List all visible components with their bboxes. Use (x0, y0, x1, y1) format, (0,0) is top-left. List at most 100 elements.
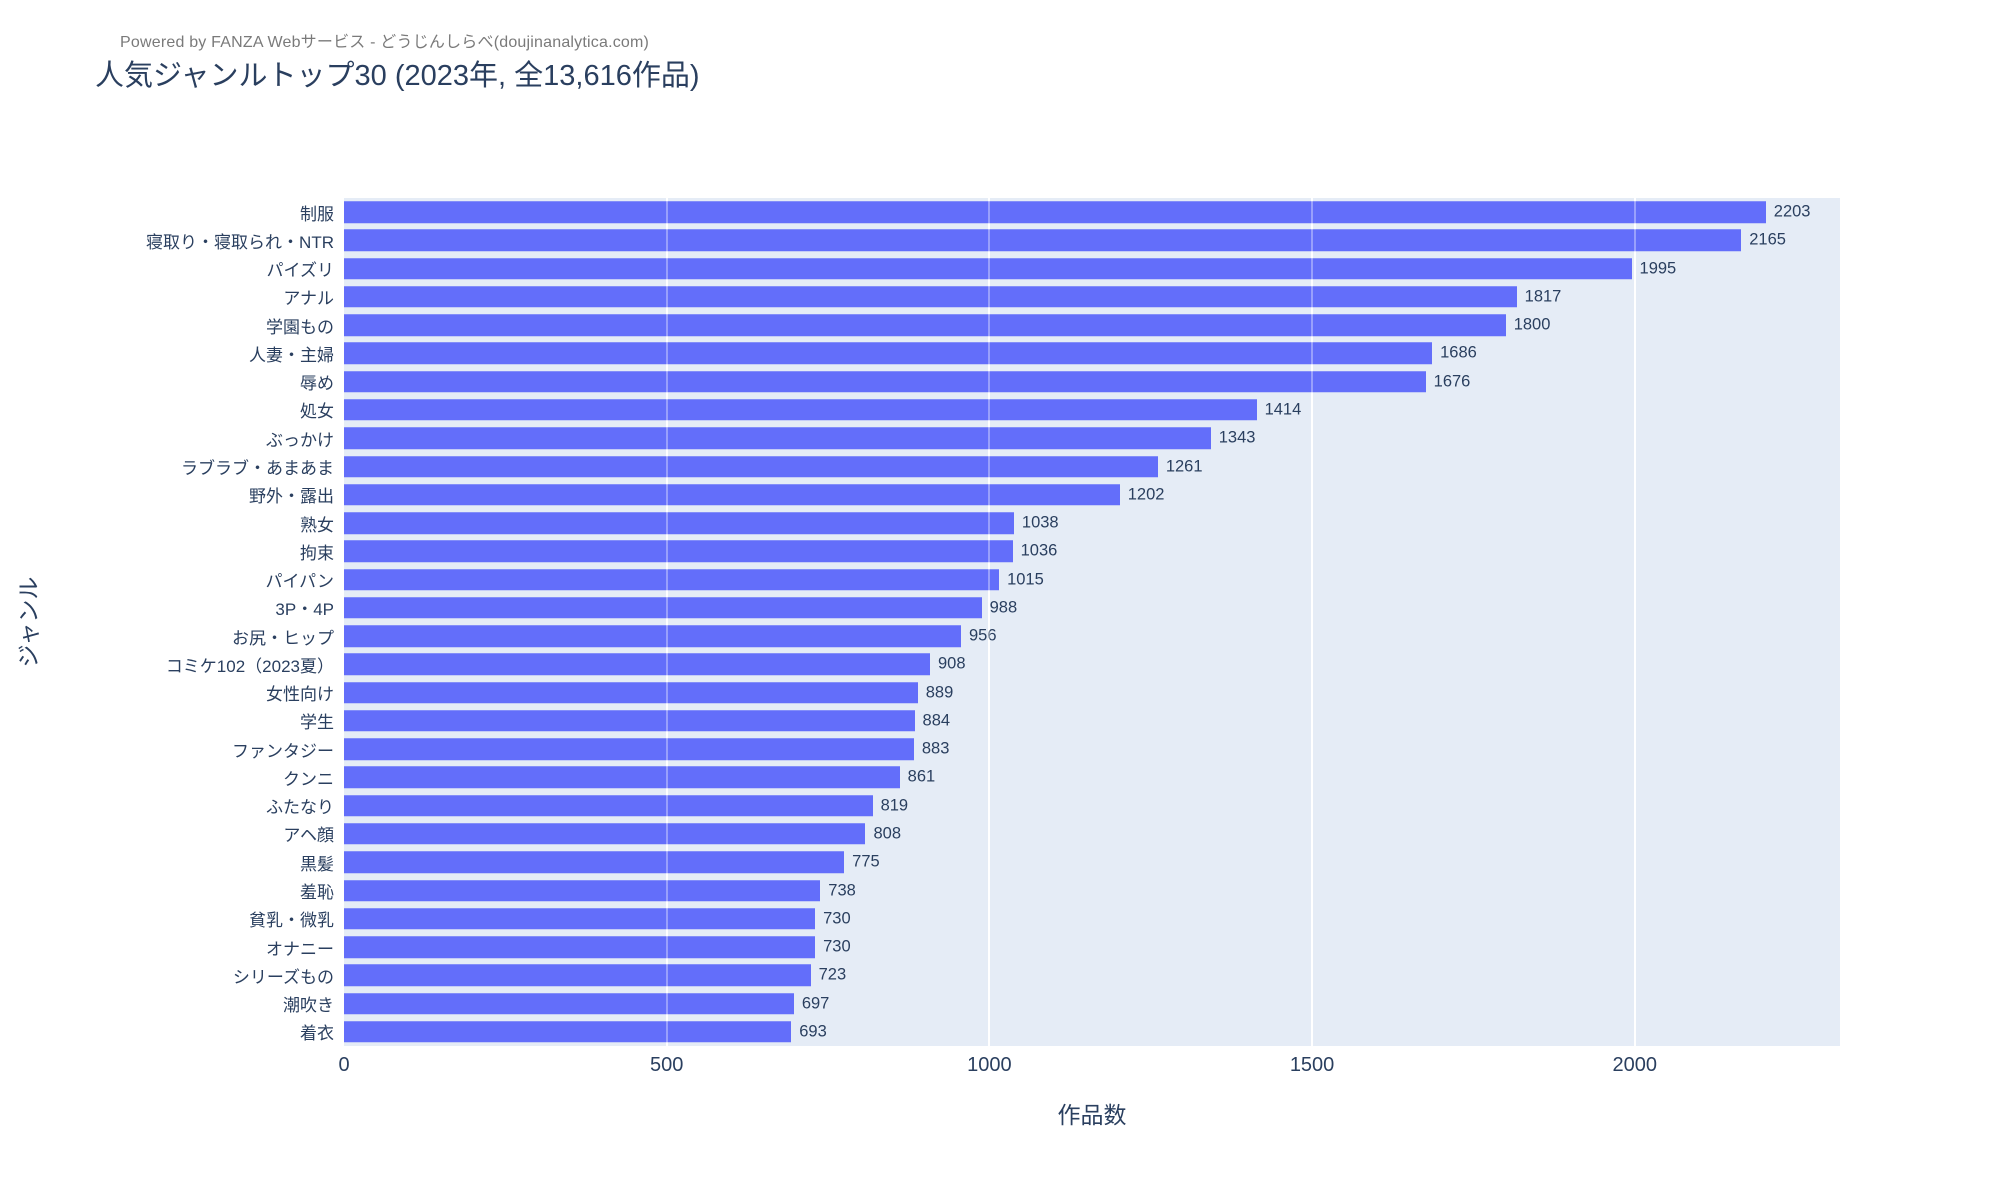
bar-row: 1800 (344, 311, 1840, 339)
category-label: 人妻・主婦 (249, 345, 334, 365)
category-label: 辱め (300, 374, 334, 394)
x-tick-label: 500 (650, 1054, 684, 1076)
value-label: 1261 (1165, 457, 1203, 476)
value-label: 1414 (1264, 400, 1302, 419)
gridline (1311, 198, 1314, 1046)
gridline (988, 198, 991, 1046)
bar-row: 1676 (344, 368, 1840, 396)
bar-row: 956 (344, 622, 1840, 650)
bar-row: 908 (344, 650, 1840, 678)
category-label: ファンタジー (232, 741, 334, 761)
value-label: 1817 (1524, 287, 1562, 306)
category-label: お尻・ヒップ (232, 628, 334, 648)
value-label: 723 (818, 965, 847, 984)
bar-row: 1995 (344, 255, 1840, 283)
x-axis-ticks: 0 500 1000 1500 2000 (338, 1054, 1840, 1084)
bar-row: 775 (344, 848, 1840, 876)
bar (344, 512, 1014, 534)
bar-row: 1015 (344, 565, 1840, 593)
bar-row: 819 (344, 792, 1840, 820)
bar-row: 1817 (344, 283, 1840, 311)
category-label: ぶっかけ (266, 430, 334, 450)
bar-row: 2165 (344, 226, 1840, 254)
bar-row: 730 (344, 933, 1840, 961)
bar-row: 697 (344, 989, 1840, 1017)
gridline (1311, 198, 1314, 1046)
value-label: 693 (799, 1022, 827, 1041)
bar (344, 455, 1158, 478)
category-label: 制服 (300, 204, 334, 224)
bar-row: 861 (344, 763, 1840, 791)
bar-row: 1036 (344, 537, 1840, 565)
bar (344, 908, 816, 930)
bar (344, 427, 1211, 449)
value-label: 889 (925, 683, 954, 702)
bar (344, 597, 982, 619)
bar (344, 540, 1013, 563)
bar (344, 992, 794, 1015)
category-label: パイパン (265, 572, 334, 592)
value-label: 1202 (1127, 485, 1165, 504)
category-label: 拘束 (300, 543, 334, 563)
bar (344, 229, 1742, 252)
bar-row: 693 (344, 1018, 1840, 1046)
category-label: ラブラブ・あまあま (181, 459, 334, 479)
category-label: コミケ102（2023夏） (165, 656, 334, 676)
x-axis-title: 作品数 (1057, 1102, 1127, 1128)
value-label: 988 (989, 598, 1018, 617)
category-label: 黒髪 (300, 854, 334, 874)
value-label: 2165 (1749, 230, 1786, 249)
value-label: 1676 (1433, 372, 1471, 391)
value-label: 738 (828, 881, 856, 899)
bar-row: 738 (344, 876, 1840, 904)
bar-row: 1261 (344, 452, 1840, 480)
category-label: 寝取り・寝取られ・NTR (146, 232, 334, 252)
bar (344, 851, 845, 873)
category-axis: 制服 寝取り・寝取られ・NTR パイズリ アナル 学園もの 人妻・主婦 辱め 処女 ぶっかけ ラブ… (0, 198, 338, 1046)
category-label: オナニー (266, 939, 334, 959)
value-label: 697 (801, 994, 830, 1013)
bar (344, 342, 1433, 365)
category-label: 熟女 (300, 515, 334, 535)
value-label: 1038 (1021, 513, 1059, 532)
value-label: 730 (823, 909, 851, 928)
category-label: アナル (283, 289, 334, 309)
bar-row: 808 (344, 820, 1840, 848)
value-label: 884 (922, 711, 951, 730)
category-label: 潮吹き (283, 996, 334, 1016)
bar (344, 710, 915, 732)
gridline (1633, 198, 1636, 1046)
bar (344, 766, 900, 789)
bar (344, 653, 930, 676)
value-label: 1686 (1440, 343, 1477, 362)
powered-by-credit: Powered by FANZA Webサービス - どうじんしらべ(douji… (120, 34, 650, 51)
value-label: 775 (852, 852, 880, 871)
gridlines-below (344, 198, 1840, 1046)
bar (344, 201, 1766, 223)
gridline (665, 198, 668, 1046)
gridline (665, 198, 668, 1046)
gridline (988, 198, 991, 1046)
x-tick-label: 0 (338, 1054, 350, 1076)
bar (344, 625, 961, 647)
x-tick-label: 2000 (1612, 1054, 1658, 1076)
chart-title: 人気ジャンルトップ30 (2023年, 全13,616作品) (95, 60, 700, 92)
bar-row: 1343 (344, 424, 1840, 452)
category-label: 処女 (300, 402, 334, 422)
bar-row: 1414 (344, 396, 1840, 424)
category-label: ふたなり (266, 798, 334, 818)
category-label: 羞恥 (300, 883, 334, 902)
bar (344, 286, 1517, 308)
bar-row: 1202 (344, 481, 1840, 509)
category-label: 学生 (300, 713, 334, 733)
bar-row: 889 (344, 679, 1840, 707)
bar (344, 738, 914, 760)
category-label: 3P・4P (275, 600, 334, 620)
category-label: シリーズもの (232, 967, 334, 987)
bar (344, 879, 821, 902)
bar (344, 823, 866, 845)
bar (344, 936, 816, 958)
value-label: 1995 (1639, 259, 1677, 278)
bar-row: 988 (344, 594, 1840, 622)
value-label: 861 (907, 767, 936, 786)
